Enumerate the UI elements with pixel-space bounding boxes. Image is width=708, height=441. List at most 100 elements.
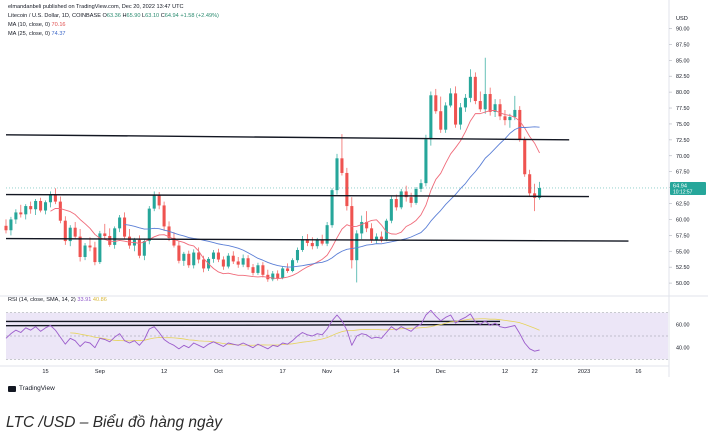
candle-body (202, 259, 206, 269)
rsi-tick-label: 40.00 (676, 346, 690, 352)
price-tick-label: 50.00 (676, 281, 690, 287)
support-line (5, 193, 589, 198)
ma25-legend[interactable]: MA (25, close, 0) 74.37 (8, 31, 66, 38)
candle-body (508, 116, 512, 121)
candle-body (286, 268, 290, 271)
time-tick-label: Oct (214, 369, 223, 375)
price-tick-label: 85.00 (676, 58, 690, 64)
candle-body (177, 245, 181, 261)
candle-body (29, 206, 33, 210)
candle-body (34, 200, 38, 210)
candle-body (389, 199, 393, 221)
candle-body (19, 212, 23, 215)
candle-body (394, 199, 398, 208)
candle-body (93, 247, 97, 263)
close-label: C (160, 13, 165, 19)
candle-body (152, 194, 156, 209)
time-tick-label: 12 (502, 369, 508, 375)
candle-body (458, 107, 463, 125)
candle-body (493, 104, 497, 112)
candle-body (305, 239, 309, 243)
candle-body (449, 93, 453, 106)
candle-body (498, 104, 502, 117)
candle-body (118, 217, 122, 229)
candle-body (315, 239, 319, 247)
currency-label: USD (676, 16, 688, 22)
price-tick-label: 77.50 (676, 106, 690, 112)
candle-body (404, 191, 408, 198)
grid-lines (0, 0, 708, 377)
candle-body (172, 237, 176, 246)
price-badge (670, 181, 706, 195)
candle-body (236, 261, 240, 265)
candle-body (513, 109, 517, 117)
rsi-tick-label: 60.00 (676, 322, 690, 328)
candle-body (330, 190, 334, 226)
candle-body (24, 206, 28, 215)
price-tick-label: 52.50 (676, 265, 690, 271)
time-tick-label: Sep (95, 369, 105, 375)
time-tick-label: Dec (436, 369, 446, 375)
time-tick-label: 22 (531, 369, 537, 375)
candle-body (58, 201, 62, 221)
candle-body (454, 93, 458, 125)
candle-body (468, 76, 472, 98)
candle-body (503, 116, 507, 121)
candle-body (211, 252, 216, 259)
candle-body (14, 212, 18, 220)
time-tick-label: 12 (161, 369, 167, 375)
tradingview-logo-text: TradingView (19, 385, 55, 392)
candle-body (162, 205, 166, 227)
candle-body (518, 109, 522, 140)
candle-body (167, 226, 171, 238)
candle-body (300, 239, 304, 250)
candle-body (226, 255, 230, 267)
rsi-sma-value: 40.86 (92, 297, 107, 303)
publisher-text: elmandanbeli published on TradingView.co… (8, 4, 184, 10)
candle-body (246, 258, 250, 268)
candle-body (43, 202, 48, 211)
candle-body (187, 253, 191, 266)
candle-body (335, 158, 339, 191)
candle-body (365, 221, 369, 229)
candle-body (261, 265, 265, 275)
candle-body (355, 233, 359, 261)
candle-body (127, 236, 132, 246)
candle-body (197, 252, 201, 260)
candle-body (409, 197, 413, 203)
symbol-text: Litecoin / U.S. Dollar, 1D, COINBASE (8, 13, 101, 19)
price-tick-label: 60.00 (676, 217, 690, 223)
candle-body (345, 172, 349, 207)
axes: 50.0052.5055.0057.5060.0062.5065.0067.50… (6, 16, 706, 375)
ma10-legend[interactable]: MA (10, close, 0) 70.16 (8, 22, 66, 29)
chart-canvas[interactable]: 50.0052.5055.0057.5060.0062.5065.0067.50… (0, 0, 708, 397)
candles (4, 57, 542, 283)
candle-body (473, 76, 477, 102)
candle-body (325, 225, 329, 244)
candle-body (384, 220, 388, 240)
candle-body (192, 252, 196, 266)
candle-body (103, 233, 107, 236)
tradingview-logo[interactable]: TradingView (8, 385, 55, 392)
candle-body (310, 242, 314, 247)
candle-body (281, 268, 285, 278)
high-value: 65.90 (126, 13, 141, 19)
candle-body (88, 245, 92, 248)
candle-body (483, 94, 487, 110)
price-tick-label: 70.00 (676, 154, 690, 160)
ma10-label: MA (10, close, 0) (8, 22, 50, 28)
candle-body (108, 235, 112, 245)
candle-body (370, 228, 374, 240)
candle-body (123, 217, 127, 237)
rsi-line (5, 309, 540, 352)
price-tick-label: 87.50 (676, 42, 690, 48)
time-tick-label: 16 (635, 369, 641, 375)
rsi-legend[interactable]: RSI (14, close, SMA, 14, 2) 33.91 40.86 (8, 297, 107, 304)
price-tick-label: 82.50 (676, 74, 690, 80)
trendlines (5, 134, 629, 327)
candle-body (350, 206, 354, 261)
rsi-band (6, 312, 668, 360)
lower-support-line (5, 237, 629, 242)
candle-body (241, 258, 245, 265)
price-tick-label: 55.00 (676, 249, 690, 255)
